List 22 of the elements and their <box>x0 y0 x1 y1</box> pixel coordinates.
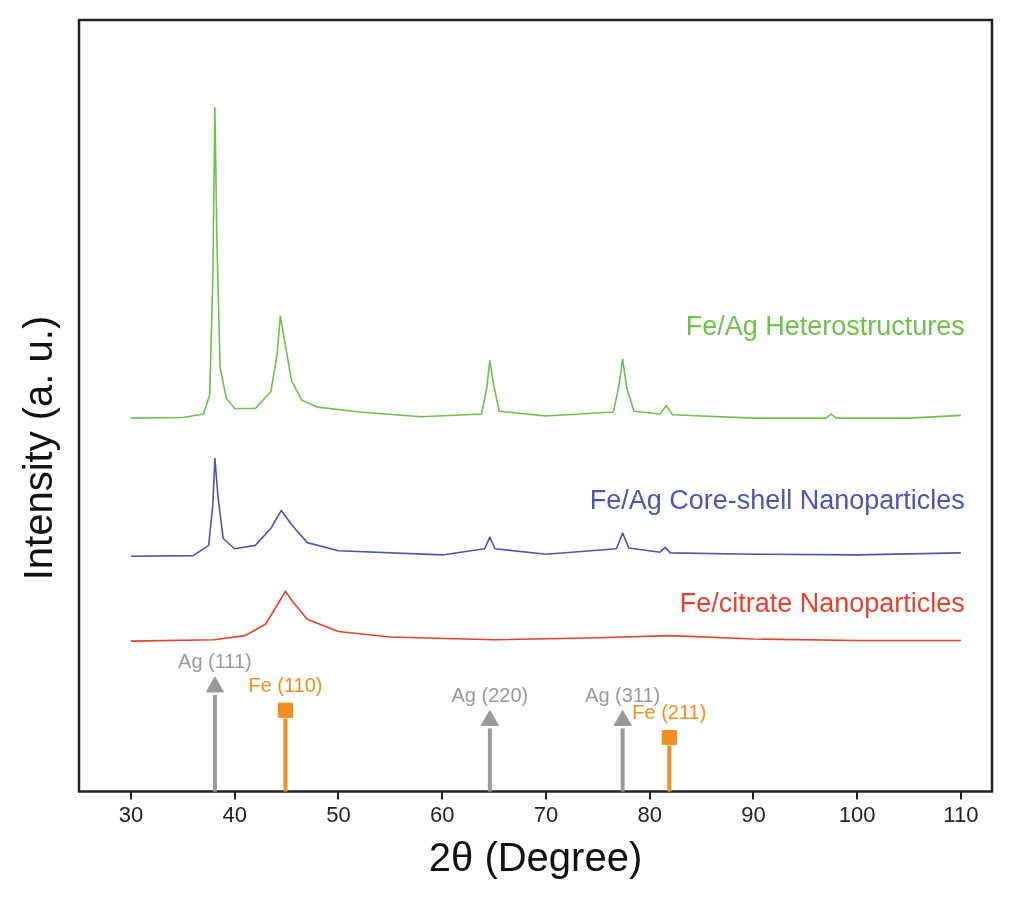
point <box>661 729 677 746</box>
point <box>277 702 294 718</box>
x-tick-label: 100 <box>838 801 876 827</box>
annotation: Ag (111) <box>178 650 252 673</box>
x-tick-label: 40 <box>222 801 247 827</box>
text: Fe/Ag Heterostructures <box>685 311 965 342</box>
x-tick-label: 70 <box>533 801 559 827</box>
x-tick-label: 110 <box>943 801 979 827</box>
x-tick-label: 60 <box>429 801 455 827</box>
point <box>613 709 632 726</box>
x-axis-title: 2θ (Degree) <box>428 835 643 880</box>
x-tick-label: 50 <box>326 801 351 827</box>
annotation: Fe (110) <box>248 673 323 696</box>
x-tick-label: 30 <box>118 801 144 827</box>
point <box>480 709 500 726</box>
series-label: Fe/citrate Nanoparticles <box>679 587 965 618</box>
x-tick-label: 90 <box>741 801 766 827</box>
y-axis-title: Intensity (a. u.) <box>15 315 61 581</box>
series-label: Fe/Ag Core-shell Nanoparticles <box>589 484 965 515</box>
point <box>205 676 225 693</box>
x-tick-label: 80 <box>637 801 662 827</box>
annotation: Ag (220) <box>451 683 529 706</box>
